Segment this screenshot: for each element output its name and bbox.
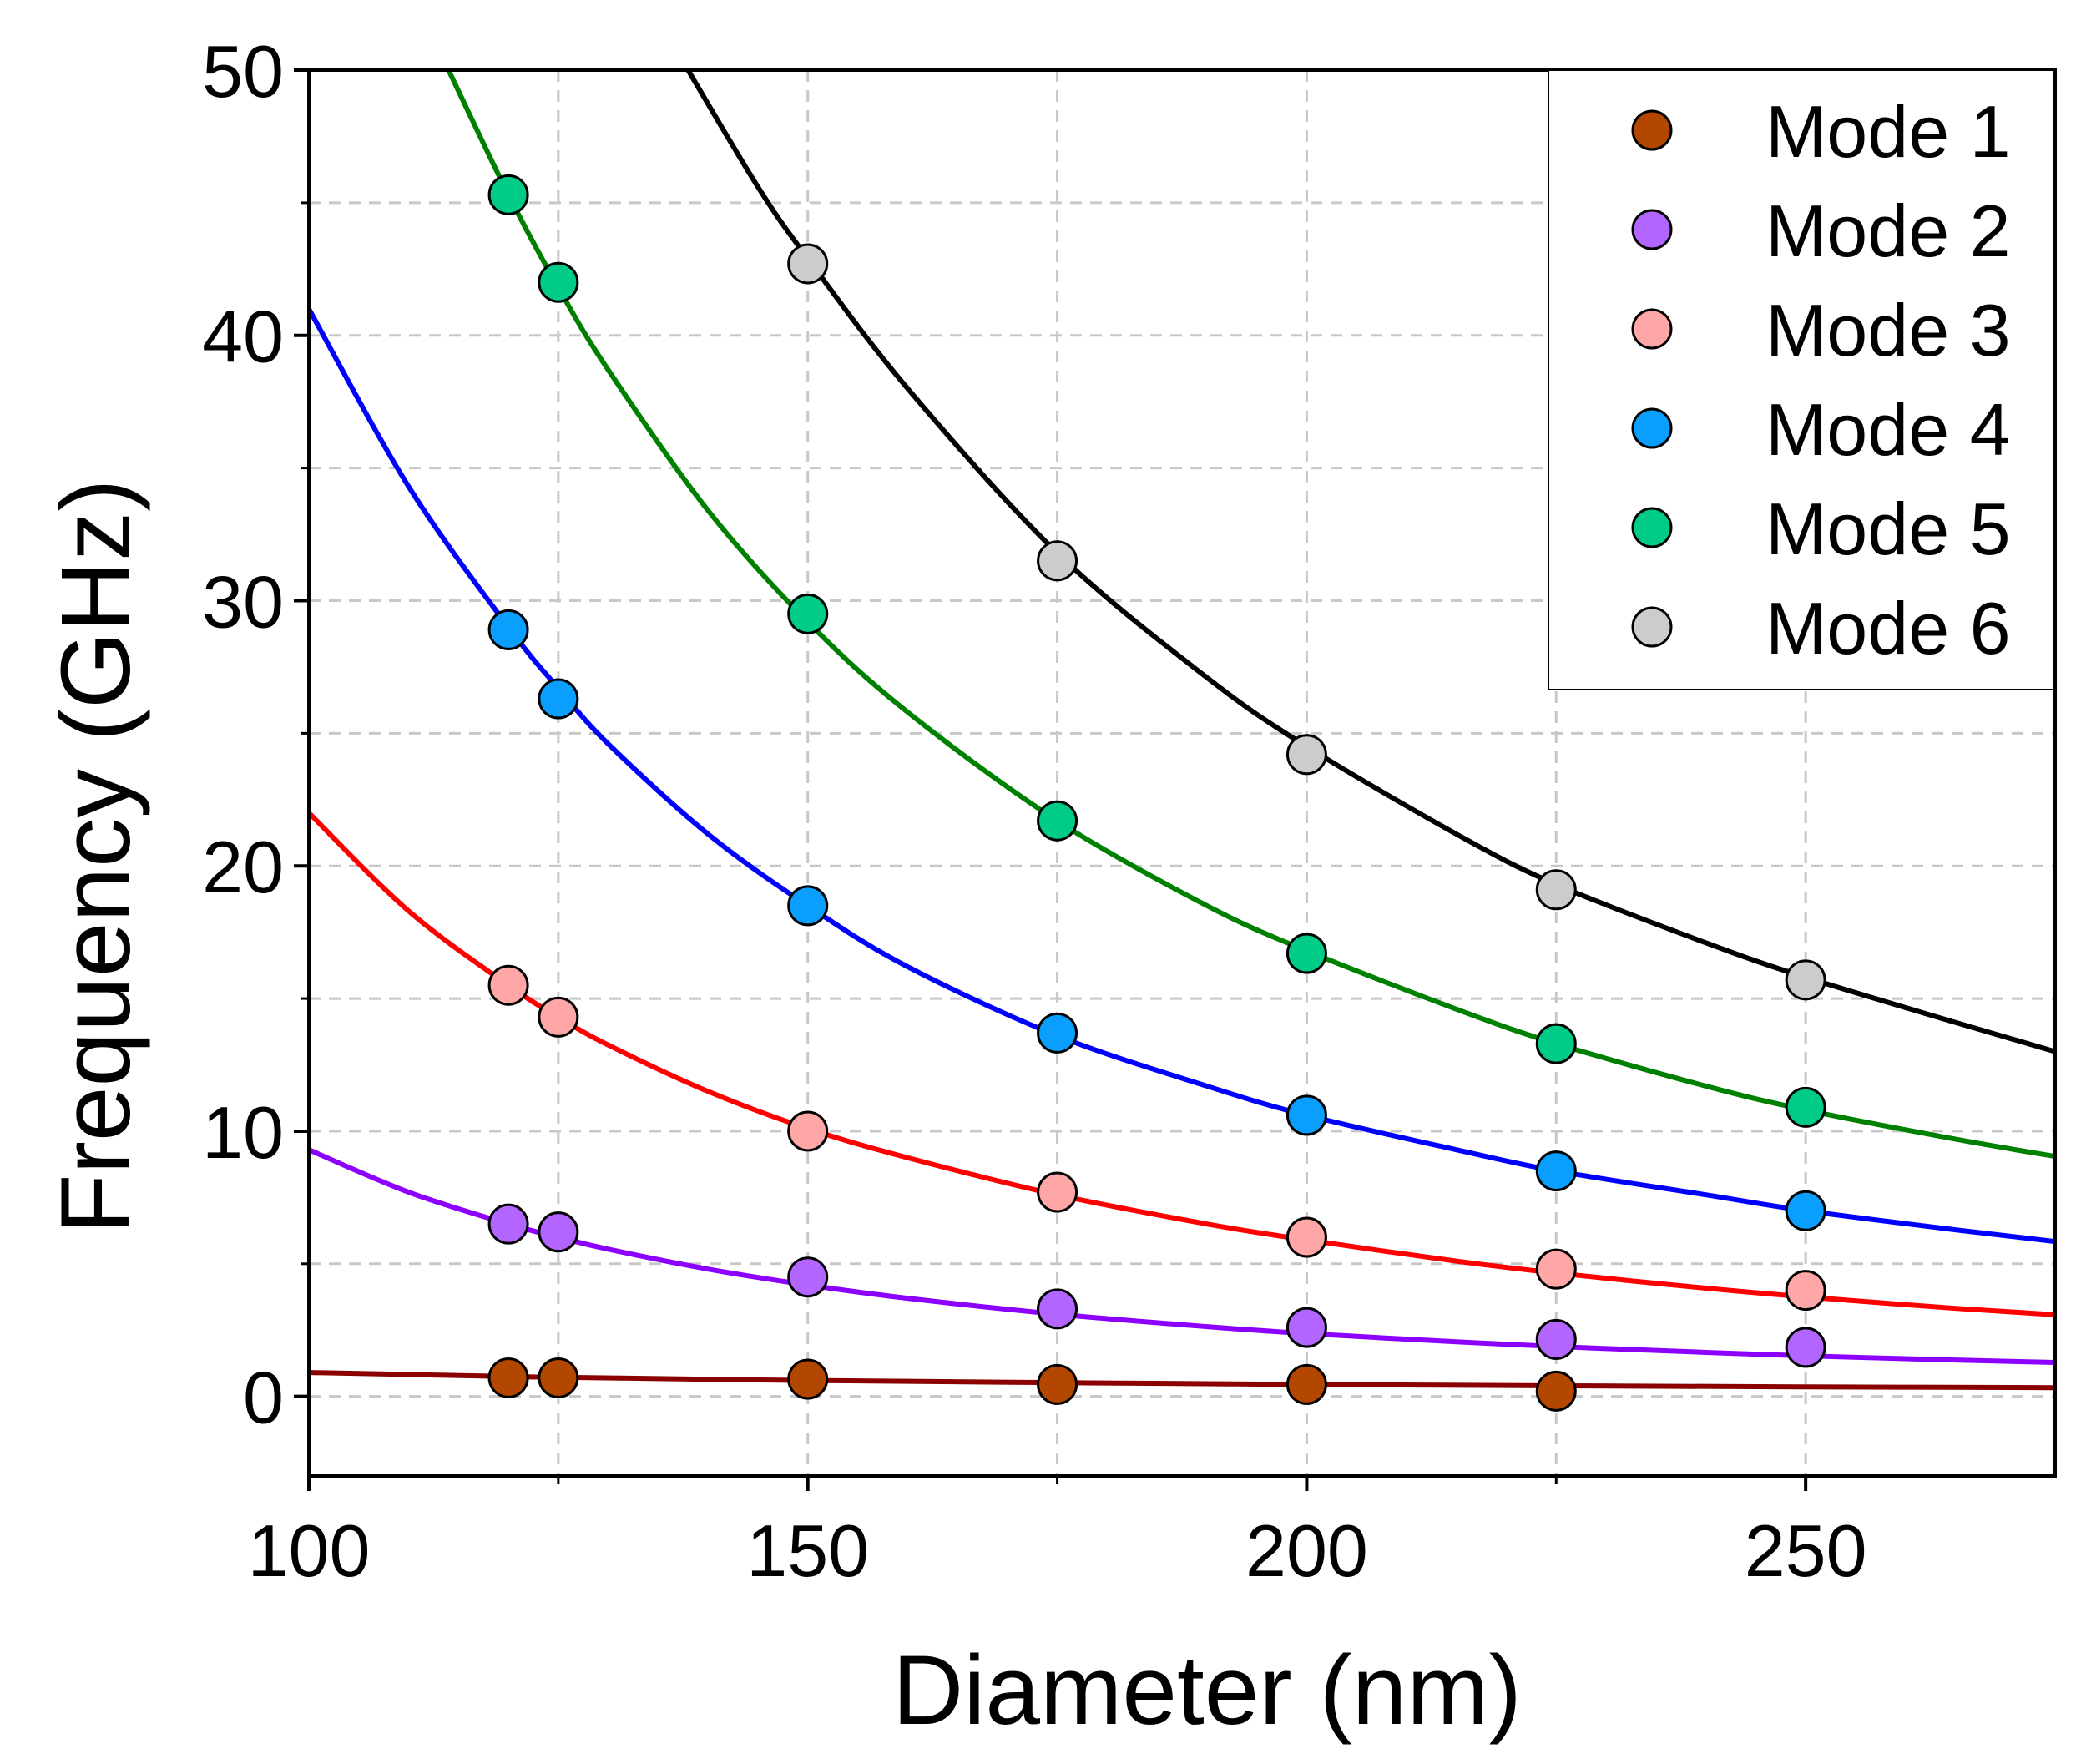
data-point-mode-2 xyxy=(1785,1327,1826,1368)
data-point-mode-6 xyxy=(1535,869,1577,911)
legend-label: Mode 2 xyxy=(1765,190,2011,272)
data-point-mode-5 xyxy=(487,174,529,215)
legend-marker xyxy=(1631,507,1673,548)
y-tick-label: 30 xyxy=(202,560,284,643)
x-tick-label: 250 xyxy=(1745,1509,1867,1592)
data-point-mode-4 xyxy=(1285,1094,1327,1136)
data-point-mode-2 xyxy=(1535,1318,1577,1360)
data-point-mode-4 xyxy=(1037,1012,1078,1054)
legend-item-mode-5: Mode 5 xyxy=(1631,488,2011,570)
legend-label: Mode 5 xyxy=(1765,488,2011,570)
data-point-mode-4 xyxy=(1535,1150,1577,1192)
legend-item-mode-6: Mode 6 xyxy=(1631,587,2011,670)
data-point-mode-6 xyxy=(1785,959,1826,1001)
data-point-mode-5 xyxy=(538,261,579,303)
y-tick-label: 10 xyxy=(202,1091,284,1174)
y-tick-label: 50 xyxy=(202,30,284,113)
data-point-mode-4 xyxy=(1785,1190,1826,1231)
x-tick-labels: 100 150 200 250 xyxy=(248,1509,1867,1592)
y-tick-labels: 0 10 20 30 40 50 xyxy=(202,30,284,1439)
fit-curve-mode-5 xyxy=(446,70,2055,1160)
fit-curve-mode-2 xyxy=(309,1147,2055,1366)
x-tick-label: 200 xyxy=(1245,1509,1368,1592)
x-tick-label: 150 xyxy=(746,1509,869,1592)
data-point-mode-3 xyxy=(1285,1216,1327,1258)
data-point-mode-2 xyxy=(1285,1307,1327,1348)
legend-marker xyxy=(1631,209,1673,250)
legend: Mode 1 Mode 2 Mode 3 Mode 4 Mode 5 Mode 6 xyxy=(1548,69,2054,690)
data-point-mode-5 xyxy=(787,593,829,634)
data-point-mode-4 xyxy=(487,609,529,650)
legend-label: Mode 6 xyxy=(1765,587,2011,670)
data-point-mode-3 xyxy=(1535,1248,1577,1290)
data-point-mode-1 xyxy=(787,1358,829,1400)
data-point-mode-1 xyxy=(1037,1363,1078,1405)
data-point-mode-5 xyxy=(1037,800,1078,842)
data-point-mode-4 xyxy=(787,885,829,927)
legend-label: Mode 3 xyxy=(1765,289,2011,372)
data-point-mode-2 xyxy=(538,1211,579,1253)
legend-item-mode-1: Mode 1 xyxy=(1631,90,2011,173)
legend-item-mode-2: Mode 2 xyxy=(1631,190,2011,272)
data-point-mode-3 xyxy=(538,996,579,1038)
fit-curve-mode-1 xyxy=(309,1370,2055,1391)
data-point-mode-1 xyxy=(1535,1370,1577,1412)
data-point-mode-2 xyxy=(1037,1288,1078,1330)
data-point-mode-3 xyxy=(1037,1171,1078,1213)
y-tick-label: 0 xyxy=(243,1357,284,1439)
y-axis-title: Frequency (GHz) xyxy=(41,479,151,1235)
data-point-mode-6 xyxy=(1037,540,1078,582)
data-point-mode-3 xyxy=(787,1110,829,1152)
data-point-mode-5 xyxy=(1285,933,1327,974)
data-markers xyxy=(487,174,1826,1412)
plot-frame xyxy=(307,68,2057,1478)
data-point-mode-6 xyxy=(1285,734,1327,776)
x-tick-label: 100 xyxy=(248,1509,371,1592)
data-point-mode-1 xyxy=(538,1357,579,1398)
data-point-mode-2 xyxy=(487,1203,529,1245)
legend-marker xyxy=(1631,407,1673,449)
axis-ticks xyxy=(294,68,1808,1491)
legend-marker xyxy=(1631,308,1673,350)
legend-item-mode-4: Mode 4 xyxy=(1631,388,2011,471)
data-point-mode-3 xyxy=(487,964,529,1006)
legend-marker xyxy=(1631,606,1673,648)
legend-label: Mode 4 xyxy=(1765,388,2011,471)
data-point-mode-5 xyxy=(1785,1086,1826,1128)
x-axis-title: Diameter (nm) xyxy=(892,1635,1522,1746)
legend-item-mode-3: Mode 3 xyxy=(1631,289,2011,372)
data-point-mode-2 xyxy=(787,1256,829,1298)
data-point-mode-4 xyxy=(538,678,579,720)
data-point-mode-6 xyxy=(787,243,829,285)
legend-label: Mode 1 xyxy=(1765,90,2011,173)
y-tick-label: 40 xyxy=(202,296,284,378)
data-point-mode-1 xyxy=(487,1357,529,1398)
y-tick-label: 20 xyxy=(202,826,284,908)
data-point-mode-5 xyxy=(1535,1023,1577,1064)
data-point-mode-1 xyxy=(1285,1363,1327,1405)
legend-marker xyxy=(1631,109,1673,151)
legend-box xyxy=(1548,69,2054,690)
data-point-mode-3 xyxy=(1785,1270,1826,1312)
